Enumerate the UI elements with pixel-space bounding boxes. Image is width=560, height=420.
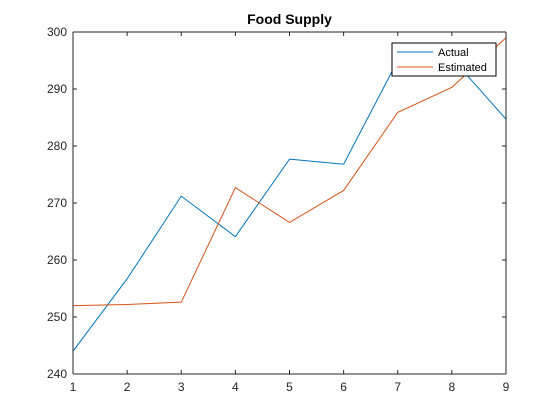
x-tick-label: 9	[503, 380, 510, 394]
x-tick-label: 2	[124, 380, 131, 394]
y-tick-label: 280	[47, 139, 67, 153]
x-tick-label: 6	[340, 380, 347, 394]
axes: 1 2 3 4 5 6 7 8 9 240 250 260 270 280 290 300	[47, 25, 510, 394]
x-tick-label: 5	[286, 380, 293, 394]
y-tick-label: 250	[47, 310, 67, 324]
legend-box	[391, 42, 497, 77]
plot-area	[73, 32, 506, 374]
y-tick-label: 300	[47, 25, 67, 39]
legend: Actual Estimated	[391, 42, 497, 77]
y-tick-label: 240	[47, 367, 67, 381]
y-tick-label: 260	[47, 253, 67, 267]
legend-label-estimated: Estimated	[438, 62, 487, 74]
y-tick-label: 270	[47, 196, 67, 210]
legend-label-actual: Actual	[438, 47, 469, 59]
x-tick-label: 8	[449, 380, 456, 394]
series-line-estimated	[72, 37, 507, 307]
x-tick-label: 7	[394, 380, 401, 394]
x-tick-label: 3	[178, 380, 185, 394]
y-tick-label: 290	[47, 82, 67, 96]
x-tick-label: 4	[232, 380, 239, 394]
chart-title: Food Supply	[247, 11, 332, 27]
x-tick-label: 1	[70, 380, 77, 394]
